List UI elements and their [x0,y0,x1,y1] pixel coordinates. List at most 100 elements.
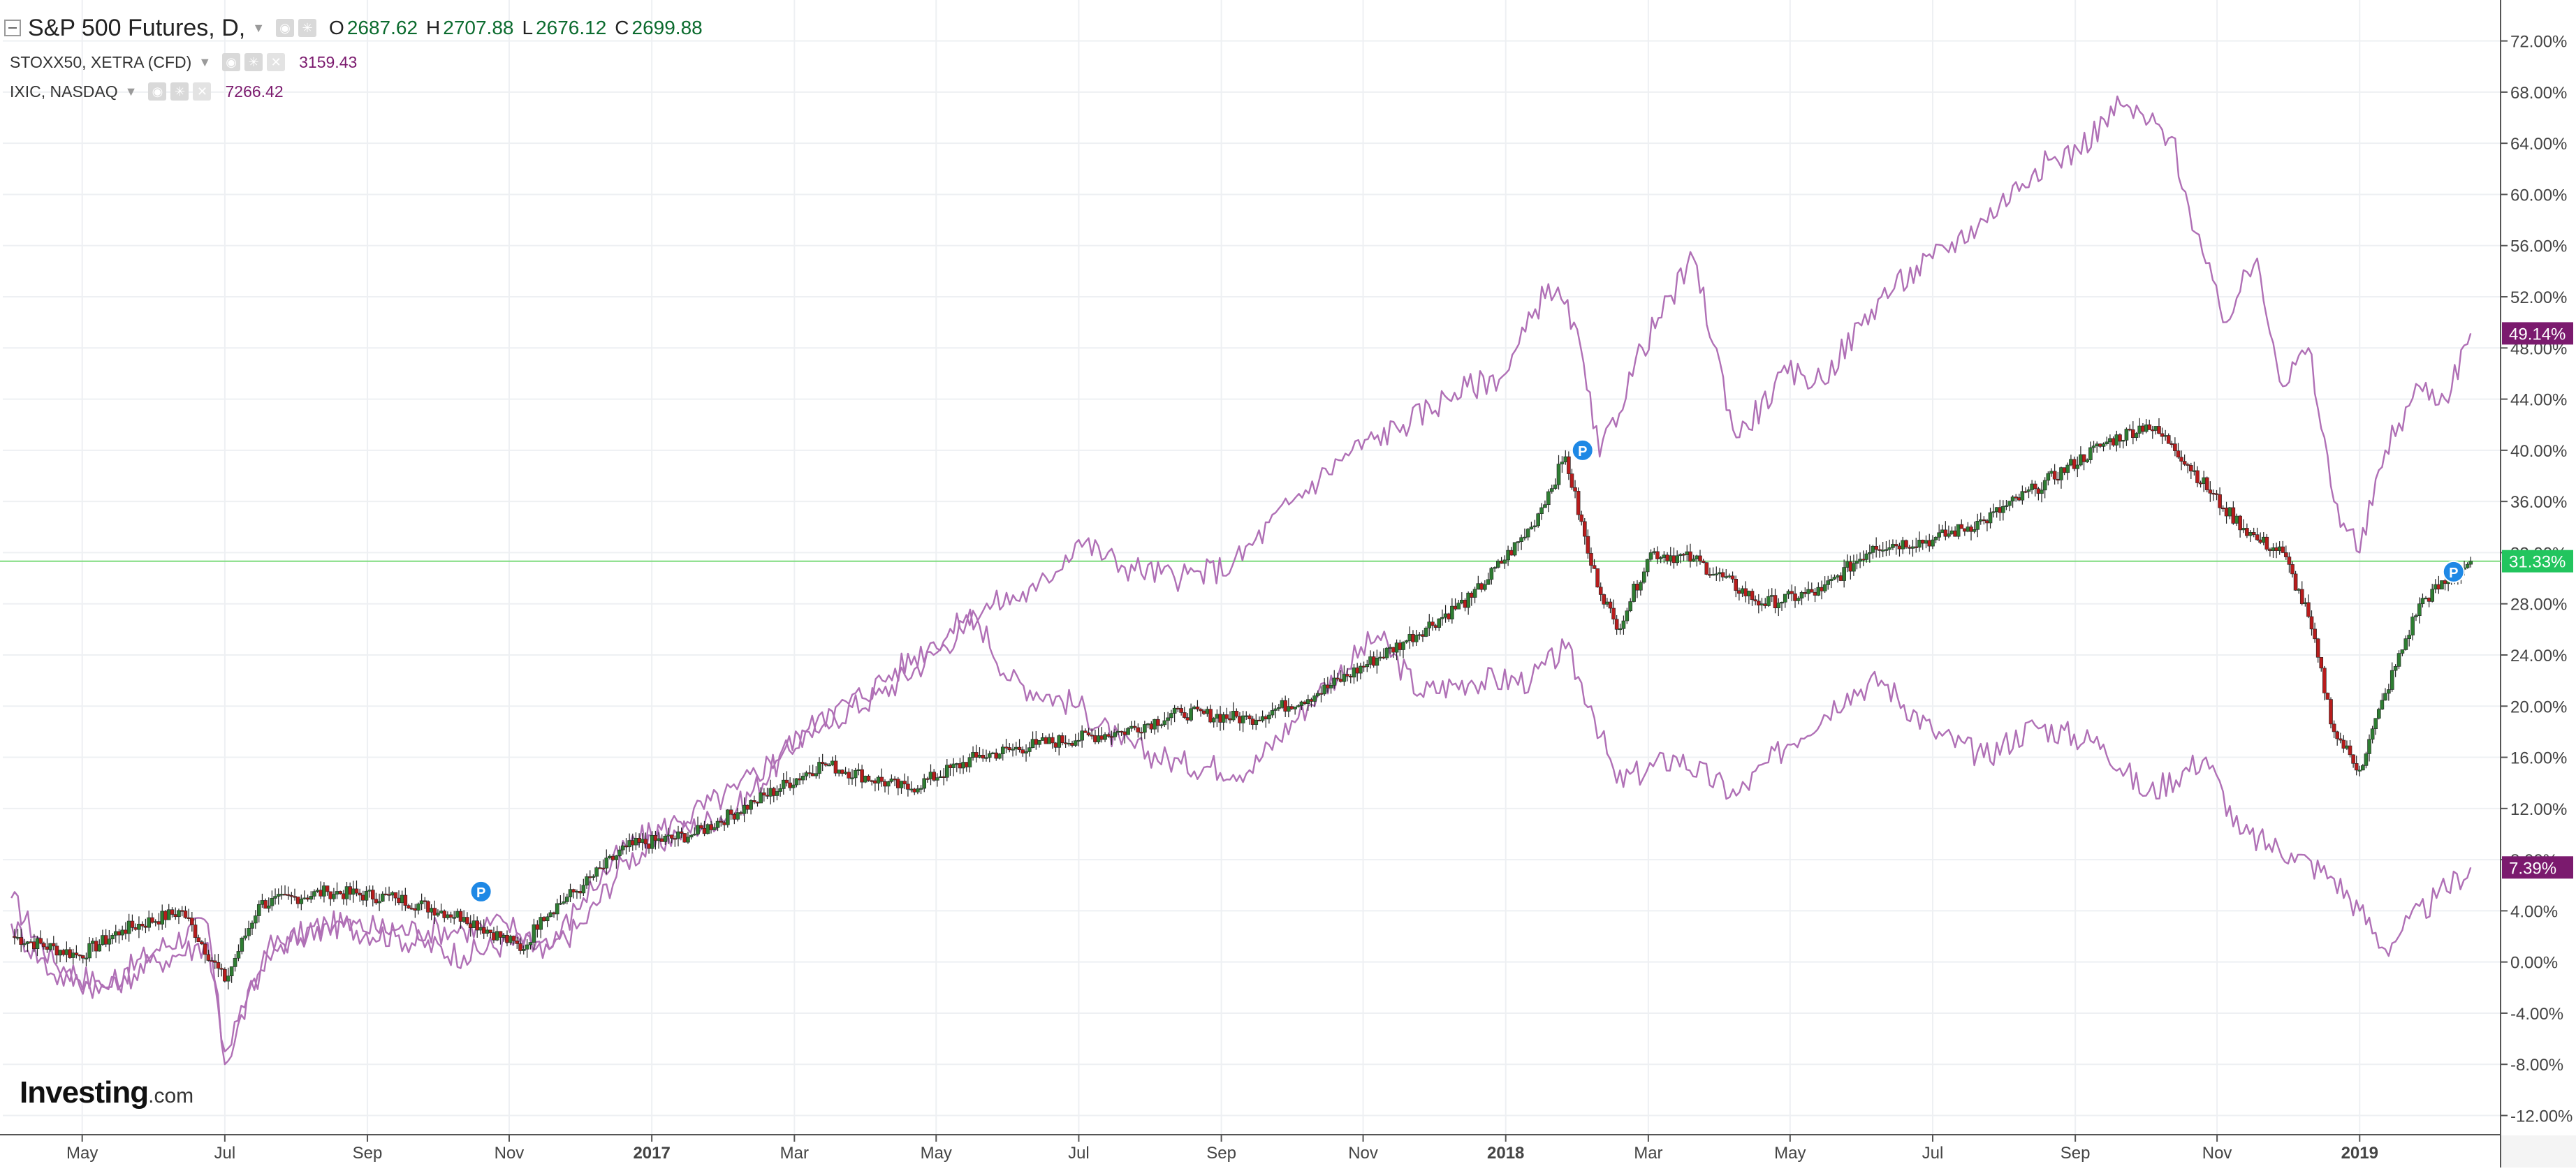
candle-body [19,937,23,945]
candle-body [1201,710,1206,714]
chevron-down-icon[interactable]: ▼ [198,54,212,69]
main-last-tag-bg [2502,550,2573,573]
candle-body [742,804,747,814]
candle-body [2059,467,2063,480]
candle-body [1080,730,1084,741]
candle-body [1122,731,1127,735]
candle-body [283,894,287,896]
candle-body [80,955,85,959]
candle-body [107,938,112,945]
candle-body [2105,441,2109,445]
gear-icon[interactable]: ✳ [244,53,263,71]
y-tick-label: -8.00% [2510,1056,2563,1075]
candle-body [2056,478,2061,481]
collapse-icon[interactable] [4,20,21,36]
candle-body [2245,528,2249,536]
candle-body [1437,618,1442,628]
candle-body [1345,674,1349,677]
candle-body [997,753,1002,759]
candle-body [525,944,529,950]
candle-body [1586,536,1590,554]
candle-body [1539,507,1544,514]
candle-body [87,943,92,959]
candle-body [1293,707,1297,709]
candle-body [1628,601,1633,612]
candle-body [15,937,20,939]
candle-body [971,752,975,758]
candle-body [170,909,175,915]
candle-body [2134,433,2139,439]
candle-body [1375,657,1380,666]
candle-body [2281,546,2285,553]
candle-body [2364,753,2369,766]
candle-body [1780,602,1784,604]
eye-icon[interactable]: ◉ [148,82,167,101]
candle-body [348,886,352,895]
candle-body [784,779,789,783]
candle-body [1332,677,1337,686]
candle-body [2195,470,2200,483]
candle-body [1305,699,1310,705]
candle-body [1563,456,1568,462]
chevron-down-icon[interactable]: ▼ [252,20,265,35]
candle-body [578,891,583,894]
candle-body [305,897,310,900]
candle-body [2214,493,2219,495]
candle-body [2373,718,2378,730]
candle-body [532,924,536,943]
main-last-tag-text: 31.33% [2509,553,2566,572]
candle-body [604,857,609,869]
candle-body [798,778,802,781]
series-last-tag-0-text: 7.39% [2509,859,2556,878]
candle-body [1472,589,1477,598]
ohlc-low-value: 2676.12 [536,17,607,38]
candle-body [2433,584,2438,590]
candle-body [1639,582,1643,591]
candle-body [994,752,999,759]
candle-body [393,892,398,899]
candle-body [1040,737,1045,741]
candle-body [676,831,680,839]
close-icon[interactable]: ✕ [267,53,286,71]
candle-body [1724,576,1729,578]
candle-body [987,753,992,758]
y-tick-label: 12.00% [2510,800,2567,819]
candle-body [2169,443,2174,445]
candle-body [1685,551,1690,555]
logo-suffix: .com [148,1084,194,1107]
candle-body [2313,628,2317,640]
candle-body [1969,526,1973,532]
chevron-down-icon[interactable]: ▼ [124,84,138,98]
ohlc-low: L 2676.12 [522,17,606,39]
candle-body [110,935,115,940]
axis-corner [2501,1135,2576,1168]
candle-body [2052,471,2057,480]
candle-body [120,929,124,936]
eye-icon[interactable]: ◉ [222,53,241,71]
candle-body [749,800,753,810]
eye-icon[interactable]: ◉ [276,19,295,37]
x-tick-label: Mar [1634,1144,1662,1163]
candle-body [1076,739,1081,742]
candle-body [180,910,184,912]
candle-body [1836,575,1840,577]
candle-body [51,943,56,947]
gear-icon[interactable]: ✳ [170,82,189,101]
candle-body [478,927,483,931]
candle-body [328,891,333,899]
candle-body [889,779,894,782]
ohlc-high: H 2707.88 [426,17,513,39]
candle-body [325,885,330,892]
candle-body [2075,464,2080,469]
candle-body [1871,545,1875,553]
close-icon[interactable]: ✕ [193,82,212,101]
candle-body [1176,707,1180,710]
candle-body [1884,549,1889,551]
candle-body [2277,546,2282,551]
candle-body [1763,603,1768,606]
candle-body [468,923,473,929]
candle-body [2338,738,2343,741]
gear-icon[interactable]: ✳ [298,19,317,37]
